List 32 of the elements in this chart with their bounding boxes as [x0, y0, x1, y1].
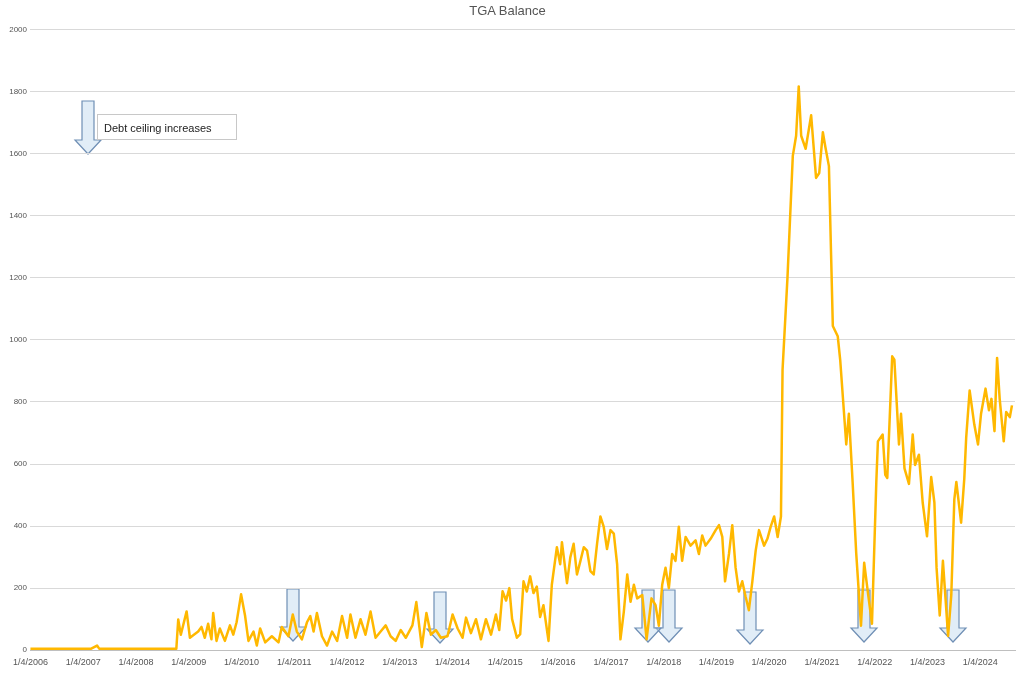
y-tick-label: 1200: [9, 273, 28, 283]
y-tick-label: 600: [13, 459, 28, 469]
x-tick-label: 1/4/2021: [804, 657, 840, 668]
x-tick-label: 1/4/2015: [487, 657, 523, 668]
y-tick-label: 0: [22, 645, 28, 655]
x-tick-label: 1/4/2016: [540, 657, 576, 668]
x-tick-label: 1/4/2023: [909, 657, 945, 668]
x-tick-label: 1/4/2017: [593, 657, 629, 668]
y-tick-label: 1000: [9, 335, 28, 345]
y-tick-label: 400: [13, 521, 28, 531]
annotation: Debt ceiling increases: [97, 114, 237, 140]
x-tick-label: 1/4/2020: [751, 657, 787, 668]
x-tick-label: 1/4/2007: [65, 657, 101, 668]
x-tick-label: 1/4/2009: [171, 657, 207, 668]
x-tick-label: 1/4/2024: [962, 657, 998, 668]
x-tick-label: 1/4/2018: [646, 657, 682, 668]
y-tick-label: 800: [13, 397, 28, 407]
x-tick-label: 1/4/2012: [329, 657, 365, 668]
x-tick-label: 1/4/2011: [277, 657, 312, 668]
y-tick-label: 2000: [9, 24, 28, 34]
x-tick-label: 1/4/2022: [857, 657, 893, 668]
x-tick-label: 1/4/2013: [382, 657, 418, 668]
y-tick-label: 200: [13, 583, 28, 593]
chart-title: TGA Balance: [469, 3, 546, 19]
y-tick-label: 1400: [9, 210, 28, 220]
x-tick-label: 1/4/2006: [12, 657, 48, 668]
x-tick-label: 1/4/2010: [223, 657, 260, 668]
y-tick-label: 1800: [9, 86, 28, 96]
x-tick-label: 1/4/2014: [435, 657, 471, 668]
y-tick-label: 1600: [9, 148, 28, 158]
x-tick-label: 1/4/2008: [118, 657, 154, 668]
x-tick-label: 1/4/2019: [698, 657, 734, 668]
